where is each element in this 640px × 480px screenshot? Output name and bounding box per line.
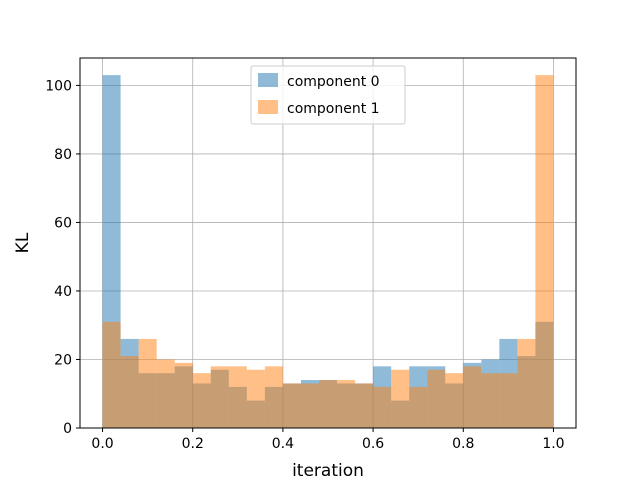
bar-component-1 [535,75,554,428]
bar-component-1 [102,321,121,428]
bar-component-1 [228,366,247,428]
y-tick-label: 40 [54,284,72,300]
bar-component-1 [481,373,500,428]
plot-frame [79,57,577,429]
x-tick-label: 0.2 [182,436,204,452]
bar-component-1 [174,362,193,428]
bar-component-1 [156,359,175,428]
bar-component-1 [391,369,410,428]
bar-component-1 [300,383,319,428]
bar-component-1 [373,386,392,428]
legend: component 0 component 1 [250,65,406,125]
y-tick-label: 60 [54,215,72,231]
bar-component-1 [192,373,211,428]
bar-component-1 [517,338,536,428]
legend-label-component-1: component 1 [287,101,380,117]
bar-component-1 [355,383,374,428]
bar-component-1 [499,373,518,428]
y-tick-label: 100 [45,78,72,94]
bar-component-1 [138,338,157,428]
bar-component-1 [445,373,464,428]
x-tick-label: 0.0 [91,436,113,452]
bar-component-1 [463,366,482,428]
axis-ticks: 0.0 0.2 0.4 0.6 0.8 1.0 0 20 40 60 80 100 [45,78,564,452]
legend-swatch-component-0 [258,73,278,87]
y-tick-label: 0 [63,421,72,437]
x-tick-label: 0.4 [272,436,294,452]
y-tick-label: 80 [54,147,72,163]
bar-component-1 [120,356,139,428]
x-tick-label: 0.8 [452,436,474,452]
legend-label-component-0: component 0 [287,74,380,90]
bar-component-1 [409,386,428,428]
x-tick-label: 0.6 [362,436,384,452]
bar-component-1 [337,380,356,428]
bar-component-1 [427,369,446,428]
bar-component-1 [246,369,265,428]
legend-box [250,65,406,125]
bar-component-1 [264,366,283,428]
bar-component-1 [282,383,301,428]
y-axis-label: KL [13,232,33,253]
x-tick-label: 1.0 [542,436,564,452]
bar-component-1 [318,380,338,428]
bar-component-1 [210,366,229,428]
bars [102,75,554,428]
x-axis-label: iteration [292,461,364,480]
y-tick-label: 20 [54,352,72,368]
legend-swatch-component-1 [258,100,278,114]
